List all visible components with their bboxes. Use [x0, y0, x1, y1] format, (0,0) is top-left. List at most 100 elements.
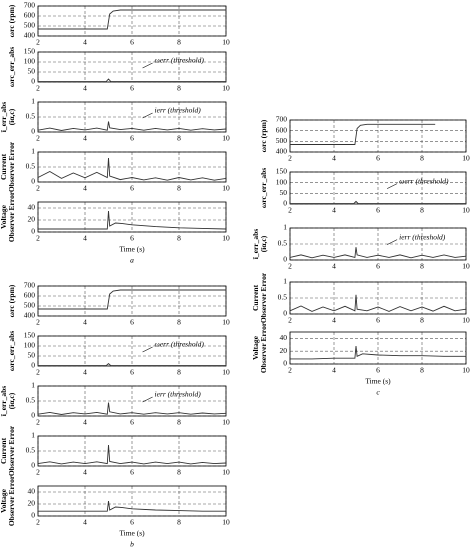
x-tick-label: 4	[332, 262, 336, 271]
x-tick-label: 8	[177, 418, 181, 427]
y-tick-label: 50	[28, 351, 36, 360]
y-axis-label-line: ωrc_err_abs	[7, 47, 16, 87]
x-tick-label: 2	[36, 368, 40, 377]
y-axis-label: VoltageObserver Error	[0, 475, 16, 526]
y-axis-label: î_err_abs(îα,c)	[251, 229, 268, 260]
x-tick-label: 8	[177, 134, 181, 143]
x-tick-label: 4	[83, 318, 87, 327]
y-tick-label: 0.5	[26, 446, 36, 455]
y-tick-label: 20	[28, 499, 36, 508]
y-axis-label: ωrc (rpm)	[7, 284, 16, 317]
annotation: ωerr (threshold)	[399, 176, 449, 185]
y-tick-label: 0.5	[278, 239, 288, 248]
plot-frame	[37, 101, 227, 133]
panel-caption: b	[130, 540, 134, 549]
x-tick-label: 10	[222, 518, 230, 527]
y-tick-label: 0	[31, 361, 35, 370]
y-axis-label-line: Current	[251, 284, 260, 311]
x-tick-label: 10	[462, 316, 470, 325]
y-tick-label: 1	[31, 97, 35, 106]
plot-frame	[289, 331, 467, 365]
y-tick-label: 500	[24, 21, 36, 30]
x-tick-label: 2	[36, 38, 40, 47]
y-tick-label: 20	[28, 215, 36, 224]
x-tick-label: 10	[222, 418, 230, 427]
x-tick-label: 10	[222, 368, 230, 377]
y-axis-label-line: ωrc_err_abs	[259, 168, 268, 208]
x-tick-label: 10	[222, 134, 230, 143]
y-axis-label: CurrentObserver Error	[251, 272, 268, 323]
plot-frame	[37, 201, 227, 233]
plot-frame	[289, 281, 467, 315]
plot-frame	[37, 285, 227, 317]
x-tick-label: 10	[462, 206, 470, 215]
x-tick-label: 4	[83, 368, 87, 377]
signal-line	[37, 157, 227, 181]
x-tick-label: 10	[222, 468, 230, 477]
x-tick-label: 6	[130, 318, 134, 327]
signal-line	[38, 9, 226, 30]
x-tick-label: 8	[420, 366, 424, 375]
x-axis-label: Time (s)	[365, 377, 391, 386]
signal-line	[37, 402, 227, 415]
y-axis-label-line: î_err_abs	[251, 229, 260, 260]
annotation-arrow	[142, 112, 153, 119]
x-tick-label: 10	[462, 154, 470, 163]
y-tick-label: 1	[283, 223, 287, 232]
x-tick-label: 2	[36, 84, 40, 93]
annotation: ierr (threshold)	[399, 232, 446, 241]
x-tick-label: 8	[177, 518, 181, 527]
x-tick-label: 4	[332, 206, 336, 215]
x-tick-label: 10	[222, 234, 230, 243]
x-tick-label: 8	[177, 468, 181, 477]
x-axis-label: Time (s)	[119, 529, 145, 538]
x-tick-label: 6	[130, 184, 134, 193]
x-tick-label: 6	[376, 206, 380, 215]
panel-caption: c	[376, 388, 380, 397]
x-tick-label: 8	[420, 154, 424, 163]
y-tick-label: 100	[24, 341, 36, 350]
y-tick-label: 600	[24, 291, 36, 300]
x-tick-label: 4	[332, 366, 336, 375]
x-tick-label: 10	[222, 184, 230, 193]
x-tick-label: 6	[376, 262, 380, 271]
y-axis-label-line: Current	[0, 437, 8, 464]
x-tick-label: 4	[83, 184, 87, 193]
y-tick-label: 0.5	[278, 293, 288, 302]
y-axis-label: ωrc (rpm)	[259, 119, 268, 152]
y-tick-label: 0	[283, 309, 287, 318]
x-tick-label: 2	[288, 366, 292, 375]
y-tick-label: 40	[280, 333, 288, 342]
y-axis-label: ωrc_err_abs	[259, 168, 268, 208]
plot-frame	[289, 119, 467, 153]
y-tick-label: 150	[24, 47, 36, 56]
y-axis-label-line: ωrc (rpm)	[259, 119, 268, 152]
y-tick-label: 0	[31, 511, 35, 520]
x-tick-label: 2	[36, 468, 40, 477]
signal-line	[289, 247, 467, 259]
x-tick-label: 8	[177, 184, 181, 193]
x-tick-label: 6	[130, 134, 134, 143]
y-tick-label: 100	[24, 57, 36, 66]
x-tick-label: 2	[36, 184, 40, 193]
y-axis-label-line: Current	[0, 153, 8, 180]
x-tick-label: 6	[130, 468, 134, 477]
x-tick-label: 4	[83, 468, 87, 477]
annotation-arrow	[386, 239, 398, 245]
signal-line	[290, 346, 466, 360]
x-tick-label: 8	[177, 84, 181, 93]
plot-frame	[37, 485, 227, 517]
y-tick-label: 40	[28, 203, 36, 212]
signal-line	[290, 123, 436, 145]
x-tick-label: 8	[420, 262, 424, 271]
y-tick-label: 500	[276, 136, 288, 145]
y-tick-label: 0.5	[26, 162, 36, 171]
y-tick-label: 700	[24, 281, 36, 290]
x-tick-label: 8	[420, 316, 424, 325]
signal-line	[38, 289, 226, 310]
x-tick-label: 2	[36, 318, 40, 327]
annotation-arrow	[142, 396, 153, 403]
annotation-arrow	[142, 62, 153, 69]
x-tick-label: 8	[177, 318, 181, 327]
